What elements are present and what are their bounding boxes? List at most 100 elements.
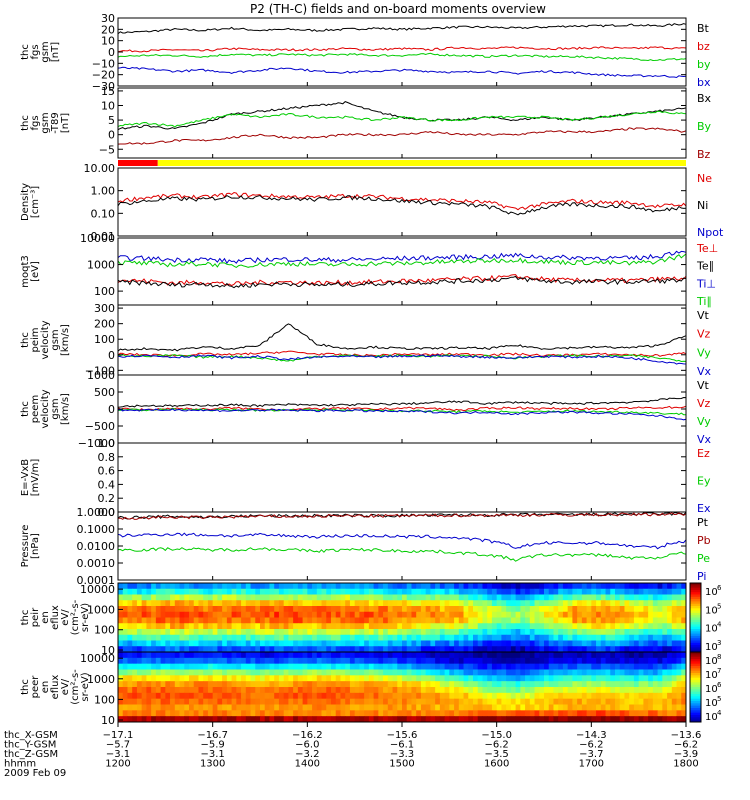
heat-cell	[402, 669, 408, 676]
heat-cell	[373, 687, 379, 694]
heat-cell	[544, 611, 550, 618]
heat-cell	[515, 594, 521, 601]
heat-cell	[193, 669, 199, 676]
heat-cell	[605, 617, 611, 624]
heat-cell	[141, 617, 147, 624]
heat-cell	[439, 640, 445, 647]
colorbar-label: 10	[705, 712, 718, 723]
y-axis-label-line: gsm	[50, 329, 61, 350]
heat-cell	[189, 657, 195, 665]
heat-cell	[255, 675, 261, 682]
heat-cell	[307, 583, 313, 590]
heat-cell	[468, 704, 474, 711]
panel-frame	[117, 304, 687, 376]
heat-cell	[269, 669, 275, 676]
heat-cell	[435, 652, 441, 659]
heat-cell	[638, 640, 644, 647]
heat-cell	[222, 583, 228, 590]
heat-cell	[331, 692, 337, 700]
heat-cell	[331, 675, 337, 682]
heat-cell	[288, 681, 294, 688]
colorbar-cell	[690, 705, 701, 709]
heat-cell	[567, 634, 573, 641]
heat-cell	[558, 663, 564, 670]
heat-cell	[174, 606, 180, 613]
heat-cell	[468, 588, 474, 595]
heat-cell	[425, 588, 431, 595]
heat-cell	[515, 583, 521, 590]
heat-cell	[444, 588, 450, 595]
heat-cell	[217, 606, 223, 613]
heat-cell	[676, 652, 682, 659]
heat-cell	[146, 698, 152, 705]
heat-cell	[207, 629, 214, 636]
heat-cell	[118, 629, 124, 636]
heat-cell	[236, 716, 242, 723]
heat-cell	[189, 675, 195, 682]
series-4-3	[117, 354, 687, 365]
heat-cell	[652, 594, 658, 601]
heat-cell	[321, 611, 327, 618]
heat-cell	[406, 652, 412, 659]
series-5-0	[117, 396, 687, 408]
heat-cell	[416, 606, 422, 613]
heat-cell	[624, 634, 630, 641]
heat-cell	[340, 640, 346, 647]
orbit-value: −5.7	[106, 740, 130, 751]
heat-cell	[463, 687, 469, 694]
heat-cell	[420, 640, 427, 647]
heat-cell	[288, 669, 294, 676]
heat-cell	[454, 588, 460, 595]
orbit-value: −14.3	[576, 730, 607, 741]
heat-cell	[633, 652, 640, 659]
heat-cell	[662, 606, 668, 613]
heat-cell	[335, 663, 341, 670]
heat-cell	[193, 675, 199, 682]
heat-cell	[662, 583, 668, 590]
colorbar-cell	[690, 687, 701, 690]
heat-cell	[321, 687, 327, 694]
heat-cell	[681, 629, 687, 636]
heat-cell	[312, 646, 318, 653]
heat-cell	[264, 716, 270, 723]
heat-cell	[420, 681, 427, 688]
heat-cell	[624, 698, 630, 705]
heat-cell	[378, 716, 384, 723]
heat-cell	[359, 617, 365, 624]
heat-cell	[633, 663, 640, 670]
heat-cell	[496, 710, 502, 717]
heat-cell	[420, 588, 427, 595]
heat-cell	[544, 623, 550, 630]
y-tick-label: 1000	[87, 369, 115, 382]
heat-cell	[586, 623, 592, 630]
heat-cell	[331, 600, 337, 607]
heat-cell	[577, 640, 583, 647]
heat-cell	[302, 606, 308, 613]
heat-cell	[629, 583, 635, 590]
heat-cell	[529, 634, 535, 641]
heat-cell	[122, 611, 128, 618]
heat-cell	[482, 617, 488, 624]
heat-cell	[151, 675, 157, 682]
heat-cell	[624, 675, 630, 682]
heat-cell	[586, 583, 592, 590]
heat-cell	[260, 692, 266, 700]
heat-cell	[420, 611, 427, 618]
heat-cell	[496, 669, 502, 676]
heat-cell	[633, 692, 640, 700]
heat-cell	[312, 692, 318, 700]
heat-cell	[264, 611, 270, 618]
heat-cell	[118, 640, 124, 647]
heat-cell	[525, 611, 531, 618]
heat-cell	[245, 710, 251, 717]
heat-cell	[359, 675, 365, 682]
heat-cell	[411, 634, 417, 641]
heat-cell	[638, 583, 644, 590]
heat-cell	[648, 698, 654, 705]
heat-cell	[529, 687, 535, 694]
heat-cell	[373, 652, 379, 659]
heat-cell	[468, 600, 474, 607]
heat-cell	[122, 652, 128, 659]
heat-cell	[491, 611, 498, 618]
heat-cell	[615, 629, 621, 636]
